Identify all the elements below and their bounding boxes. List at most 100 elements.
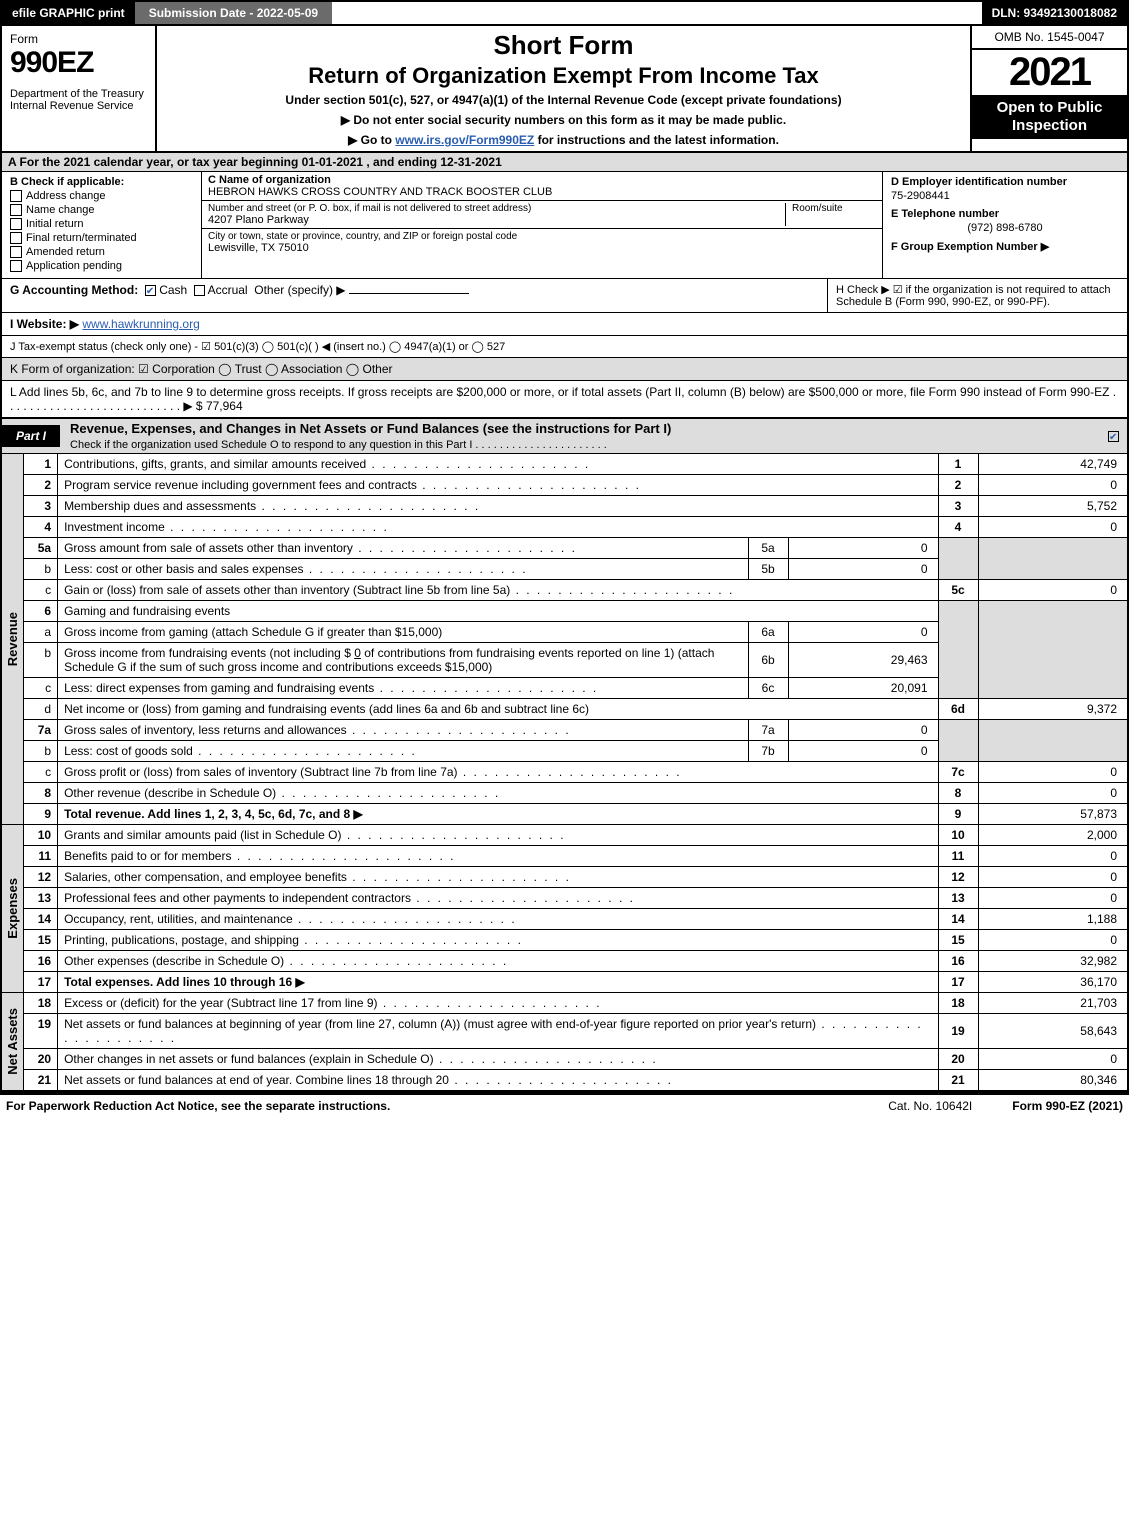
expenses-table: 10Grants and similar amounts paid (list … [24, 825, 1129, 993]
row-l-value: 77,964 [206, 399, 243, 413]
form-word: Form [10, 32, 147, 46]
c-name-label: C Name of organization [208, 174, 876, 186]
line-12: 12Salaries, other compensation, and empl… [24, 867, 1128, 888]
checkbox-icon[interactable] [10, 190, 22, 202]
row-j: J Tax-exempt status (check only one) - ☑… [0, 336, 1129, 358]
checkbox-icon[interactable] [10, 246, 22, 258]
checkbox-icon[interactable] [10, 260, 22, 272]
form-header: Form 990EZ Department of the Treasury In… [0, 26, 1129, 153]
chk-accrual[interactable] [194, 285, 205, 296]
title-return: Return of Organization Exempt From Incom… [167, 63, 960, 89]
omb-number: OMB No. 1545-0047 [972, 26, 1127, 50]
part1-check [1108, 429, 1127, 443]
row-h: H Check ▶ ☑ if the organization is not r… [827, 279, 1127, 312]
page-footer: For Paperwork Reduction Act Notice, see … [0, 1093, 1129, 1117]
e-tel-label: E Telephone number [891, 208, 1119, 220]
chk-cash[interactable] [145, 285, 156, 296]
open-to-public: Open to Public Inspection [972, 95, 1127, 139]
goto-pre: ▶ Go to [348, 133, 395, 147]
goto-post: for instructions and the latest informat… [534, 133, 779, 147]
line-7a: 7aGross sales of inventory, less returns… [24, 720, 1128, 741]
part1-box: Part I [2, 425, 60, 447]
part1-header: Part I Revenue, Expenses, and Changes in… [0, 418, 1129, 454]
c-name-row: C Name of organization HEBRON HAWKS CROS… [202, 172, 882, 201]
checkbox-icon[interactable] [10, 218, 22, 230]
row-gh: G Accounting Method: Cash Accrual Other … [0, 279, 1129, 313]
line-6: 6Gaming and fundraising events [24, 601, 1128, 622]
section-b: B Check if applicable: Address change Na… [2, 172, 202, 278]
org-name: HEBRON HAWKS CROSS COUNTRY AND TRACK BOO… [208, 186, 876, 198]
revenue-side-label: Revenue [0, 454, 24, 825]
website-link[interactable]: www.hawkrunning.org [82, 317, 199, 331]
revenue-table: 1Contributions, gifts, grants, and simil… [24, 454, 1129, 825]
section-def: D Employer identification number 75-2908… [882, 172, 1127, 278]
dln: DLN: 93492130018082 [982, 2, 1127, 24]
row-i: I Website: ▶ www.hawkrunning.org [0, 313, 1129, 336]
c-street-label: Number and street (or P. O. box, if mail… [208, 203, 779, 214]
line-15: 15Printing, publications, postage, and s… [24, 930, 1128, 951]
section-bcd: B Check if applicable: Address change Na… [0, 172, 1129, 279]
checkbox-icon[interactable] [10, 232, 22, 244]
header-right: OMB No. 1545-0047 2021 Open to Public In… [972, 26, 1127, 151]
b-label: B Check if applicable: [10, 176, 193, 188]
title-short-form: Short Form [167, 30, 960, 61]
line-17: 17Total expenses. Add lines 10 through 1… [24, 972, 1128, 993]
row-l-text: L Add lines 5b, 6c, and 7b to line 9 to … [10, 385, 1116, 413]
f-group-label: F Group Exemption Number ▶ [891, 240, 1119, 253]
footer-paperwork: For Paperwork Reduction Act Notice, see … [6, 1099, 390, 1113]
line-6d: dNet income or (loss) from gaming and fu… [24, 699, 1128, 720]
efile-graphic-print: efile GRAPHIC print [2, 2, 135, 24]
bullet-ssn: ▶ Do not enter social security numbers o… [167, 113, 960, 127]
tax-year: 2021 [972, 50, 1127, 95]
form-number: 990EZ [10, 46, 147, 80]
row-a-tax-year: A For the 2021 calendar year, or tax yea… [0, 153, 1129, 172]
chk-application-pending: Application pending [10, 260, 193, 272]
line-14: 14Occupancy, rent, utilities, and mainte… [24, 909, 1128, 930]
line-2: 2Program service revenue including gover… [24, 475, 1128, 496]
subtitle-section: Under section 501(c), 527, or 4947(a)(1)… [167, 93, 960, 107]
line-19: 19Net assets or fund balances at beginni… [24, 1014, 1128, 1049]
irs-link[interactable]: www.irs.gov/Form990EZ [395, 133, 534, 147]
part1-title: Revenue, Expenses, and Changes in Net As… [60, 419, 1108, 453]
other-specify-input[interactable] [349, 293, 469, 294]
netassets-table: 18Excess or (deficit) for the year (Subt… [24, 993, 1129, 1091]
org-street: 4207 Plano Parkway [208, 214, 779, 226]
line-8: 8Other revenue (describe in Schedule O)8… [24, 783, 1128, 804]
c-street-row: Number and street (or P. O. box, if mail… [202, 201, 882, 229]
header-mid: Short Form Return of Organization Exempt… [157, 26, 972, 151]
room-suite-label: Room/suite [792, 203, 876, 214]
c-city-label: City or town, state or province, country… [208, 231, 876, 242]
line-13: 13Professional fees and other payments t… [24, 888, 1128, 909]
c-city-row: City or town, state or province, country… [202, 229, 882, 256]
bullet-goto: ▶ Go to www.irs.gov/Form990EZ for instru… [167, 133, 960, 147]
line-10: 10Grants and similar amounts paid (list … [24, 825, 1128, 846]
checkbox-icon[interactable] [10, 204, 22, 216]
line-18: 18Excess or (deficit) for the year (Subt… [24, 993, 1128, 1014]
line-3: 3Membership dues and assessments35,752 [24, 496, 1128, 517]
line-4: 4Investment income40 [24, 517, 1128, 538]
line-5c: cGain or (loss) from sale of assets othe… [24, 580, 1128, 601]
header-left: Form 990EZ Department of the Treasury In… [2, 26, 157, 151]
revenue-section: Revenue 1Contributions, gifts, grants, a… [0, 454, 1129, 825]
i-label: I Website: ▶ [10, 317, 79, 331]
section-c: C Name of organization HEBRON HAWKS CROS… [202, 172, 882, 278]
e-tel: (972) 898-6780 [891, 220, 1119, 240]
d-ein: 75-2908441 [891, 188, 1119, 208]
netassets-section: Net Assets 18Excess or (deficit) for the… [0, 993, 1129, 1093]
row-g: G Accounting Method: Cash Accrual Other … [2, 279, 827, 312]
part1-note: Check if the organization used Schedule … [70, 439, 607, 451]
line-7c: cGross profit or (loss) from sales of in… [24, 762, 1128, 783]
chk-final-return: Final return/terminated [10, 232, 193, 244]
line-20: 20Other changes in net assets or fund ba… [24, 1049, 1128, 1070]
submission-date: Submission Date - 2022-05-09 [135, 2, 332, 24]
row-k: K Form of organization: ☑ Corporation ◯ … [0, 358, 1129, 381]
d-ein-label: D Employer identification number [891, 176, 1119, 188]
schedule-o-checkbox[interactable] [1108, 431, 1119, 442]
chk-amended-return: Amended return [10, 246, 193, 258]
chk-initial-return: Initial return [10, 218, 193, 230]
chk-address-change: Address change [10, 190, 193, 202]
footer-formid: Form 990-EZ (2021) [1012, 1099, 1123, 1113]
line-9: 9Total revenue. Add lines 1, 2, 3, 4, 5c… [24, 804, 1128, 825]
line-1: 1Contributions, gifts, grants, and simil… [24, 454, 1128, 475]
topbar: efile GRAPHIC print Submission Date - 20… [0, 0, 1129, 26]
